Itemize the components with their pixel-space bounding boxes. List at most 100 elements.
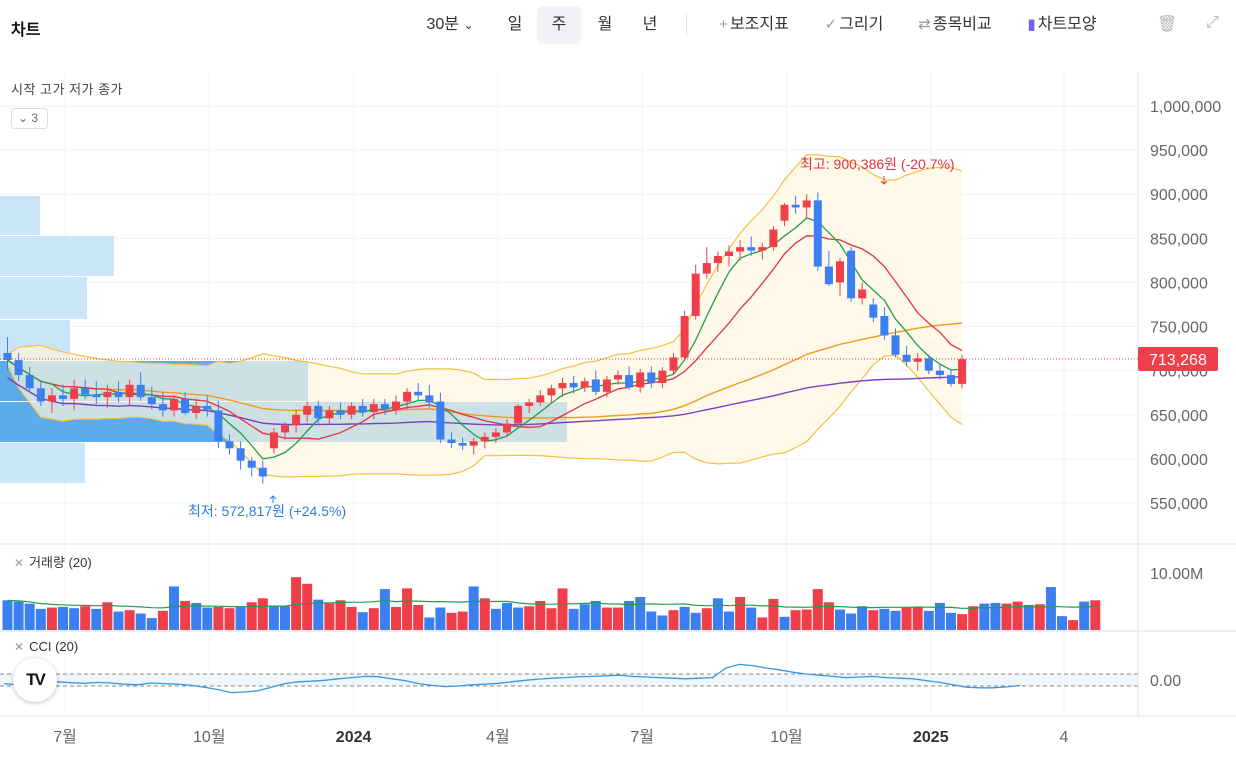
chart-style-button[interactable]: ▮ 차트모양: [1020, 6, 1104, 44]
current-price-badge: [1138, 346, 1218, 371]
indicators-button[interactable]: + 보조지표: [712, 6, 796, 44]
candle-body: [569, 383, 578, 388]
volume-bar: [35, 608, 46, 630]
volume-bar: [46, 607, 57, 630]
bollinger-lower-line: [6, 354, 963, 478]
volume-bar: [13, 601, 24, 630]
candle-body: [414, 391, 423, 396]
price-tick-label: 1,000,000: [1150, 99, 1221, 116]
volume-bar: [912, 606, 923, 630]
candle-body: [403, 391, 412, 402]
candle-body: [147, 397, 156, 405]
interval-dropdown[interactable]: 30분 ⌄: [418, 6, 482, 44]
candle-body: [436, 401, 445, 440]
volume-ma-line: [7, 599, 1096, 609]
draw-button[interactable]: ✓ 그리기: [820, 6, 888, 44]
volume-bar: [923, 610, 934, 630]
chevron-down-icon: ⌄: [18, 111, 29, 125]
volume-bar: [280, 606, 290, 630]
trash-icon[interactable]: 🗑: [1157, 16, 1178, 33]
volume-bar: [746, 607, 757, 630]
volume-bar: [812, 589, 823, 630]
volume-bar: [180, 600, 191, 630]
bollinger-upper-line: [7, 154, 963, 381]
time-axis-label: 10월: [770, 728, 803, 746]
volume-bar: [890, 610, 901, 630]
expand-icon[interactable]: ⤢: [1206, 14, 1219, 31]
tab-month[interactable]: 월: [597, 16, 613, 33]
candle-body: [869, 304, 878, 318]
time-axis-label: 10월: [193, 728, 226, 746]
volume-bar: [513, 607, 524, 630]
candle-body: [725, 251, 733, 256]
candle-body: [924, 358, 933, 371]
volume-bar: [80, 606, 91, 630]
volume-bar: [91, 608, 102, 630]
volume-bar: [979, 603, 990, 630]
candle-body: [103, 391, 112, 398]
cci-label: CCI (20): [29, 639, 79, 654]
volume-axis-label: 10.00M: [1150, 566, 1203, 583]
candle-body: [70, 388, 79, 399]
candle-body: [736, 247, 745, 252]
candle-body: [758, 247, 767, 251]
volume-bar: [24, 603, 35, 630]
candle-body: [114, 391, 123, 398]
candle-body: [847, 250, 856, 299]
volume-bar: [113, 611, 124, 630]
candle-body: [747, 247, 756, 251]
time-axis-label: 4월: [486, 728, 510, 746]
volume-label: 거래량 (20): [29, 555, 92, 570]
volume-bar: [257, 598, 268, 630]
volume-bar: [1034, 604, 1045, 630]
candle-body: [480, 436, 489, 442]
legend-count: 3: [31, 111, 39, 125]
volume-bar: [546, 608, 557, 630]
volume-bar: [646, 611, 657, 630]
interval-label: 30분: [426, 16, 459, 33]
bars-icon: ▮: [1027, 16, 1036, 33]
candle-body: [81, 388, 90, 395]
draw-label: 그리기: [839, 16, 884, 33]
chevron-down-icon: ⌄: [463, 18, 474, 32]
compare-button[interactable]: ⇄ 종목비교: [914, 6, 996, 44]
ma-orange-line: [7, 322, 963, 419]
volume-bar: [357, 612, 368, 630]
volume-profile-bar: [0, 277, 87, 319]
volume-bar: [657, 615, 668, 630]
volume-bar: [768, 598, 779, 630]
price-tick-label: 800,000: [1150, 275, 1208, 292]
legend-collapse-button[interactable]: ⌄ 3: [11, 108, 48, 129]
volume-bar: [424, 617, 435, 630]
candle-body: [269, 432, 278, 449]
close-icon[interactable]: ✕: [14, 640, 25, 654]
volume-bar: [490, 608, 501, 630]
tab-week[interactable]: 주: [537, 6, 581, 44]
volume-bar: [1090, 600, 1101, 630]
chart-toolbar: 차트 30분 ⌄ 일 주 월 년 + 보조지표 ✓ 그리기 ⇄ 종목비교 ▮ 차트모양 …: [0, 0, 1236, 52]
volume-bar: [1079, 601, 1090, 630]
volume-bar: [524, 606, 535, 630]
candle-body: [713, 255, 722, 264]
tradingview-logo: TV: [13, 658, 57, 702]
candle-body: [125, 384, 134, 398]
volume-profile-bar: [0, 236, 114, 276]
volume-bar: [2, 600, 13, 630]
candle-body: [181, 398, 190, 414]
candle-body: [858, 289, 867, 299]
candle-body: [36, 388, 45, 402]
candle-body: [59, 395, 67, 399]
tab-year[interactable]: 년: [642, 16, 658, 33]
candle-body: [258, 467, 267, 477]
volume-bar: [169, 586, 179, 630]
candle-body: [769, 229, 778, 248]
close-icon[interactable]: ✕: [14, 556, 25, 570]
tab-day[interactable]: 일: [507, 16, 523, 33]
cci-axis-label: 0.00: [1150, 673, 1181, 690]
candle-body: [602, 379, 611, 392]
volume-bar: [69, 608, 80, 630]
volume-bar: [757, 617, 768, 630]
volume-bar: [468, 586, 479, 630]
volume-bar: [679, 606, 690, 630]
